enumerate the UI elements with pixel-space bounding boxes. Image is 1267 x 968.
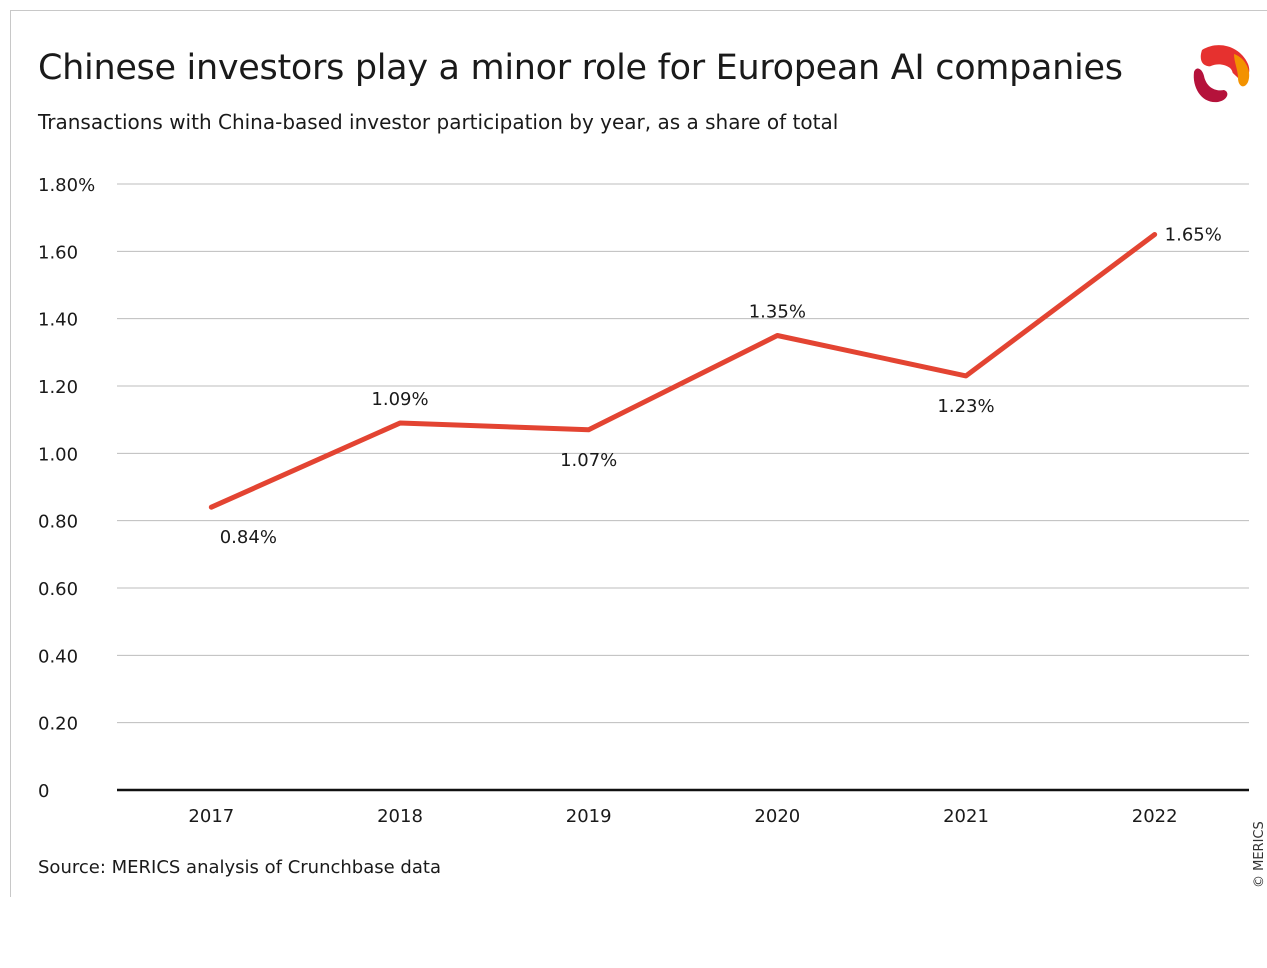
x-tick-label: 2020: [754, 806, 800, 827]
data-label: 1.09%: [371, 389, 428, 410]
data-label: 0.84%: [220, 527, 277, 548]
y-tick-label: 1.80%: [38, 175, 95, 196]
line-chart: 0 0.20 0.40 0.60 0.80 1.00 1.20 1.40 1.60 1.80% 2…: [0, 0, 1267, 897]
series-line: [211, 234, 1154, 507]
x-tick-label: 2017: [188, 806, 234, 827]
y-tick-label: 0.60: [38, 579, 78, 600]
y-tick-label: 0.20: [38, 714, 78, 735]
y-tick-label: 1.20: [38, 377, 78, 398]
x-tick-label: 2022: [1132, 806, 1178, 827]
data-label: 1.07%: [560, 450, 617, 471]
source-note: Source: MERICS analysis of Crunchbase da…: [38, 857, 441, 878]
y-tick-label: 1.40: [38, 310, 78, 331]
series-line: [211, 235, 1154, 508]
y-tick-label: 0.80: [38, 512, 78, 533]
copyright-container: © MERICS: [1250, 888, 1267, 968]
y-axis-ticks: 0 0.20 0.40 0.60 0.80 1.00 1.20 1.40 1.60 1.80%: [38, 175, 95, 802]
y-tick-label: 1.60: [38, 242, 78, 263]
y-tick-label: 1.00: [38, 444, 78, 465]
data-label: 1.23%: [937, 396, 994, 417]
copyright-text: © MERICS: [1250, 828, 1267, 888]
x-tick-label: 2021: [943, 806, 989, 827]
grid-lines: [117, 184, 1249, 790]
x-axis-ticks: 2017 2018 2019 2020 2021 2022: [188, 806, 1177, 827]
x-tick-label: 2018: [377, 806, 423, 827]
y-tick-label: 0.40: [38, 646, 78, 667]
data-label: 1.35%: [749, 302, 806, 323]
y-tick-label: 0: [38, 781, 49, 802]
x-tick-label: 2019: [566, 806, 612, 827]
data-label: 1.65%: [1165, 225, 1222, 246]
